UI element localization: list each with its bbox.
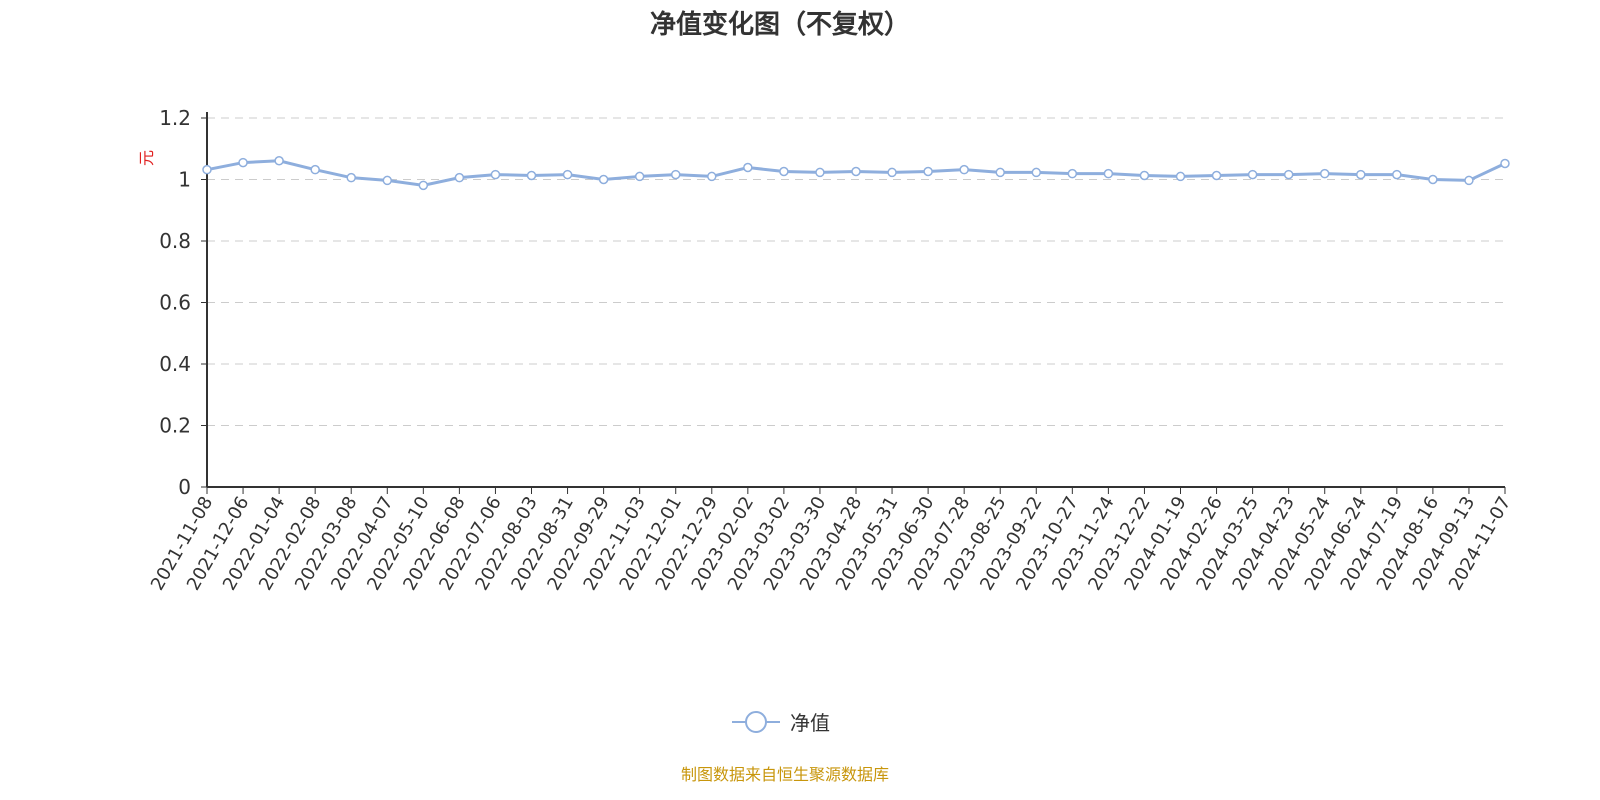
data-point[interactable] (1067, 168, 1078, 179)
data-point[interactable] (1139, 170, 1150, 181)
y-tick-label: 0.4 (159, 352, 191, 376)
data-point[interactable] (779, 166, 789, 177)
data-point[interactable] (1211, 170, 1222, 181)
data-point[interactable] (743, 162, 753, 173)
data-point[interactable] (1464, 175, 1474, 186)
data-point[interactable] (202, 164, 212, 175)
data-point[interactable] (887, 167, 897, 178)
data-point[interactable] (707, 171, 717, 182)
data-point[interactable] (1031, 167, 1042, 178)
data-point[interactable] (238, 157, 248, 168)
y-axis-label: 元 (137, 150, 156, 166)
data-point[interactable] (1103, 168, 1114, 179)
data-point[interactable] (310, 164, 320, 175)
data-point[interactable] (418, 180, 429, 191)
y-tick-label: 0.2 (159, 414, 191, 438)
y-tick-label: 0 (178, 475, 191, 499)
data-point[interactable] (1356, 169, 1366, 180)
data-point[interactable] (274, 155, 284, 166)
data-point[interactable] (1500, 158, 1510, 169)
legend-marker-icon (745, 711, 767, 733)
chart-title: 净值变化图（不复权） (650, 9, 910, 40)
data-point[interactable] (815, 167, 825, 178)
data-point[interactable] (526, 170, 537, 181)
y-tick-label: 0.6 (159, 291, 191, 315)
data-point[interactable] (1392, 169, 1402, 180)
data-point[interactable] (562, 169, 573, 180)
data-point[interactable] (995, 167, 1005, 178)
data-point[interactable] (346, 172, 356, 183)
y-tick-label: 1 (178, 168, 191, 192)
data-point[interactable] (1175, 171, 1186, 182)
data-point[interactable] (851, 166, 861, 177)
source-note: 制图数据来自恒生聚源数据库 (681, 765, 889, 784)
data-point[interactable] (490, 169, 501, 180)
data-point[interactable] (1247, 169, 1258, 180)
data-point[interactable] (382, 175, 393, 186)
data-point[interactable] (1428, 174, 1438, 185)
legend-label[interactable]: 净值 (790, 711, 830, 735)
data-point[interactable] (598, 174, 609, 185)
data-point[interactable] (1283, 169, 1294, 180)
data-point[interactable] (670, 169, 681, 180)
y-tick-label: 0.8 (159, 229, 191, 253)
data-point[interactable] (923, 166, 933, 177)
data-point[interactable] (634, 171, 645, 182)
data-point[interactable] (959, 164, 969, 175)
y-tick-label: 1.2 (159, 106, 191, 130)
data-point[interactable] (1319, 168, 1330, 179)
data-point[interactable] (454, 172, 465, 183)
